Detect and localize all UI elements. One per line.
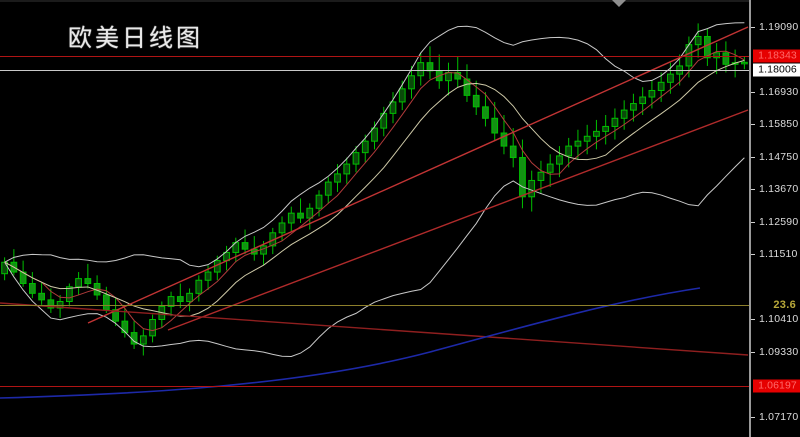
candlestick (65, 283, 73, 307)
candlestick (278, 216, 286, 241)
axis-tick-label-7: 1.10410 (759, 313, 799, 325)
price-axis[interactable]: 1.19090 1.16930 1.15850 1.14750 1.13670 1.125… (749, 0, 800, 437)
resistance-line (0, 56, 749, 57)
candlestick (565, 137, 573, 168)
candlestick (241, 229, 249, 255)
axis-tick-mark (751, 254, 755, 255)
candlestick (704, 28, 711, 66)
candlestick (371, 121, 378, 150)
candlestick (287, 206, 295, 232)
top-strip (0, 0, 749, 2)
support-price-tag[interactable]: 1.06197 (753, 379, 800, 393)
candlestick (186, 288, 193, 312)
candlestick (500, 115, 508, 155)
candlestick (556, 146, 563, 178)
last-price-line (0, 70, 749, 71)
candlestick (361, 134, 369, 163)
candlestick (343, 157, 351, 184)
chart-canvas (0, 22, 749, 399)
candlestick (93, 275, 101, 300)
axis-tick-label-2: 1.15850 (759, 118, 799, 130)
blue-support-curve (0, 287, 701, 399)
axis-tick-label-9: 1.07170 (759, 411, 799, 423)
axis-tick-label-1: 1.16930 (759, 86, 799, 98)
candlestick (139, 329, 147, 356)
axis-tick-mark (751, 27, 755, 28)
candlestick (10, 249, 18, 276)
candlestick (593, 119, 600, 150)
axis-tick-label-5: 1.12590 (759, 216, 799, 228)
ascending-channel-lower (167, 109, 749, 331)
candlestick (426, 46, 434, 80)
candlestick (408, 65, 415, 99)
axis-tick-label-0: 1.19090 (759, 21, 799, 33)
candlestick (297, 198, 304, 223)
ascending-channel-upper (87, 26, 749, 324)
candlestick (112, 298, 119, 327)
axis-tick-label-8: 1.09330 (759, 346, 799, 358)
candlestick (639, 87, 647, 116)
fib-236-line (0, 305, 749, 306)
axis-tick-mark (751, 157, 755, 158)
candlestick (195, 275, 203, 302)
indicator-line (4, 59, 745, 317)
candlestick (417, 52, 425, 86)
descending-trendline (0, 302, 749, 356)
indicator-line (4, 157, 745, 358)
axis-tick-mark (751, 92, 755, 93)
axis-tick-label-3: 1.14750 (759, 151, 799, 163)
candlestick (435, 54, 443, 89)
support-line (0, 386, 749, 387)
fib-236-label: 23.6 (773, 299, 796, 311)
candlestick (75, 272, 82, 295)
candlestick (176, 283, 184, 309)
indicator-line (4, 50, 745, 332)
axis-tick-mark (751, 124, 755, 125)
candlestick (482, 92, 489, 127)
candlestick (149, 314, 156, 343)
chart-plot-area[interactable]: 欧美日线图 (0, 0, 749, 437)
candlestick (713, 43, 721, 75)
candlestick (583, 124, 591, 155)
candlestick (306, 203, 314, 230)
candlestick (630, 93, 637, 122)
candlestick (491, 101, 499, 142)
candlestick (602, 115, 610, 145)
candlestick (445, 62, 452, 96)
candlestick (56, 294, 64, 318)
candlestick (454, 56, 462, 88)
candlestick (611, 108, 619, 140)
candlestick (84, 263, 92, 289)
axis-tick-mark (751, 189, 755, 190)
axis-tick-label-4: 1.13670 (759, 183, 799, 195)
resistance-price-tag[interactable]: 1.18343 (753, 49, 800, 63)
last-price-tag[interactable]: 1.18006 (753, 63, 800, 77)
candlestick (324, 177, 332, 204)
axis-tick-label-6: 1.11510 (759, 248, 798, 260)
candlestick (741, 56, 748, 70)
cursor-marker (612, 0, 626, 7)
candlestick (315, 190, 323, 217)
candlestick (694, 23, 702, 58)
candlestick (509, 128, 517, 168)
indicator-line (4, 22, 745, 268)
candlestick (546, 154, 554, 187)
page-title: 欧美日线图 (68, 24, 203, 52)
axis-tick-mark (751, 352, 755, 353)
candlestick (130, 321, 138, 349)
candlestick (28, 272, 36, 299)
candlestick (38, 281, 45, 305)
axis-tick-mark (751, 222, 755, 223)
candlestick (121, 308, 129, 338)
candlestick (47, 288, 55, 313)
candlestick (352, 146, 360, 173)
candlestick (389, 92, 397, 124)
axis-tick-mark (751, 319, 755, 320)
candlestick (574, 129, 582, 160)
axis-tick-mark (751, 417, 755, 418)
candlestick (167, 291, 175, 317)
